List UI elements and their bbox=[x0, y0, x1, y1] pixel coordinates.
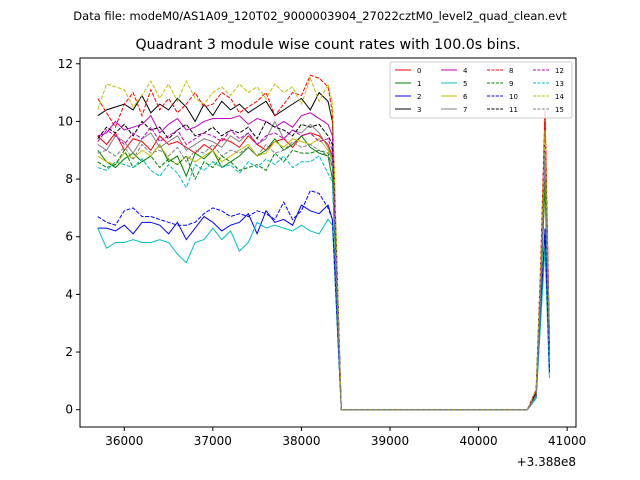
plot-area: 36000 37000 38000 39000 40000 41000 024681012… bbox=[58, 57, 587, 469]
series-line-9 bbox=[97, 149, 550, 411]
legend-label-14: 14 bbox=[555, 93, 564, 101]
series-line-12 bbox=[97, 126, 550, 411]
series-line-2 bbox=[97, 204, 550, 411]
y-tick-label: 0 bbox=[65, 403, 73, 417]
legend-label-9: 9 bbox=[509, 80, 513, 88]
legend-label-8: 8 bbox=[509, 67, 513, 75]
y-tick-label: 2 bbox=[65, 345, 73, 359]
chart-title: Quadrant 3 module wise count rates with … bbox=[135, 37, 520, 53]
x-offset-label: +3.388e8 bbox=[517, 455, 576, 469]
x-tick-label: 40000 bbox=[459, 434, 497, 448]
series-line-14 bbox=[97, 76, 550, 411]
chart-suptitle: Data file: modeM0/AS1A09_120T02_90000039… bbox=[73, 9, 567, 23]
y-tick-label: 12 bbox=[58, 57, 73, 71]
x-tick-label: 38000 bbox=[282, 434, 320, 448]
legend-label-3: 3 bbox=[417, 106, 421, 114]
series-line-15 bbox=[97, 140, 550, 411]
series-line-0 bbox=[97, 112, 550, 411]
legend-label-7: 7 bbox=[463, 106, 467, 114]
series-line-6 bbox=[97, 135, 550, 411]
legend-label-1: 1 bbox=[417, 80, 421, 88]
legend-label-0: 0 bbox=[417, 67, 421, 75]
series-line-4 bbox=[97, 112, 550, 411]
legend-box bbox=[389, 61, 573, 119]
axes-frame bbox=[79, 57, 577, 428]
legend-label-13: 13 bbox=[555, 80, 564, 88]
legend-label-2: 2 bbox=[417, 93, 421, 101]
y-tick-label: 4 bbox=[65, 287, 73, 301]
y-tick-label: 10 bbox=[58, 114, 73, 128]
y-tick-label: 8 bbox=[65, 172, 73, 186]
series-line-13 bbox=[97, 155, 550, 411]
legend-label-4: 4 bbox=[463, 67, 468, 75]
x-tick-label: 37000 bbox=[194, 434, 232, 448]
legend-label-10: 10 bbox=[509, 93, 518, 101]
legend-label-6: 6 bbox=[463, 93, 468, 101]
y-axis: 0 2 4 6 8 10 12 bbox=[58, 57, 80, 417]
series-line-5 bbox=[97, 218, 550, 411]
legend-label-5: 5 bbox=[463, 80, 467, 88]
x-tick-label: 41000 bbox=[548, 434, 586, 448]
series-line-8 bbox=[97, 74, 550, 411]
legend-label-15: 15 bbox=[555, 106, 564, 114]
series-line-1 bbox=[97, 135, 550, 411]
y-tick-label: 6 bbox=[65, 230, 73, 244]
x-tick-label: 39000 bbox=[371, 434, 409, 448]
x-axis: 36000 37000 38000 39000 40000 41000 bbox=[105, 427, 586, 448]
series-layer bbox=[97, 74, 550, 411]
x-tick-label: 36000 bbox=[105, 434, 143, 448]
legend-label-11: 11 bbox=[509, 106, 518, 114]
legend-label-12: 12 bbox=[555, 67, 564, 75]
series-line-10 bbox=[97, 189, 550, 411]
